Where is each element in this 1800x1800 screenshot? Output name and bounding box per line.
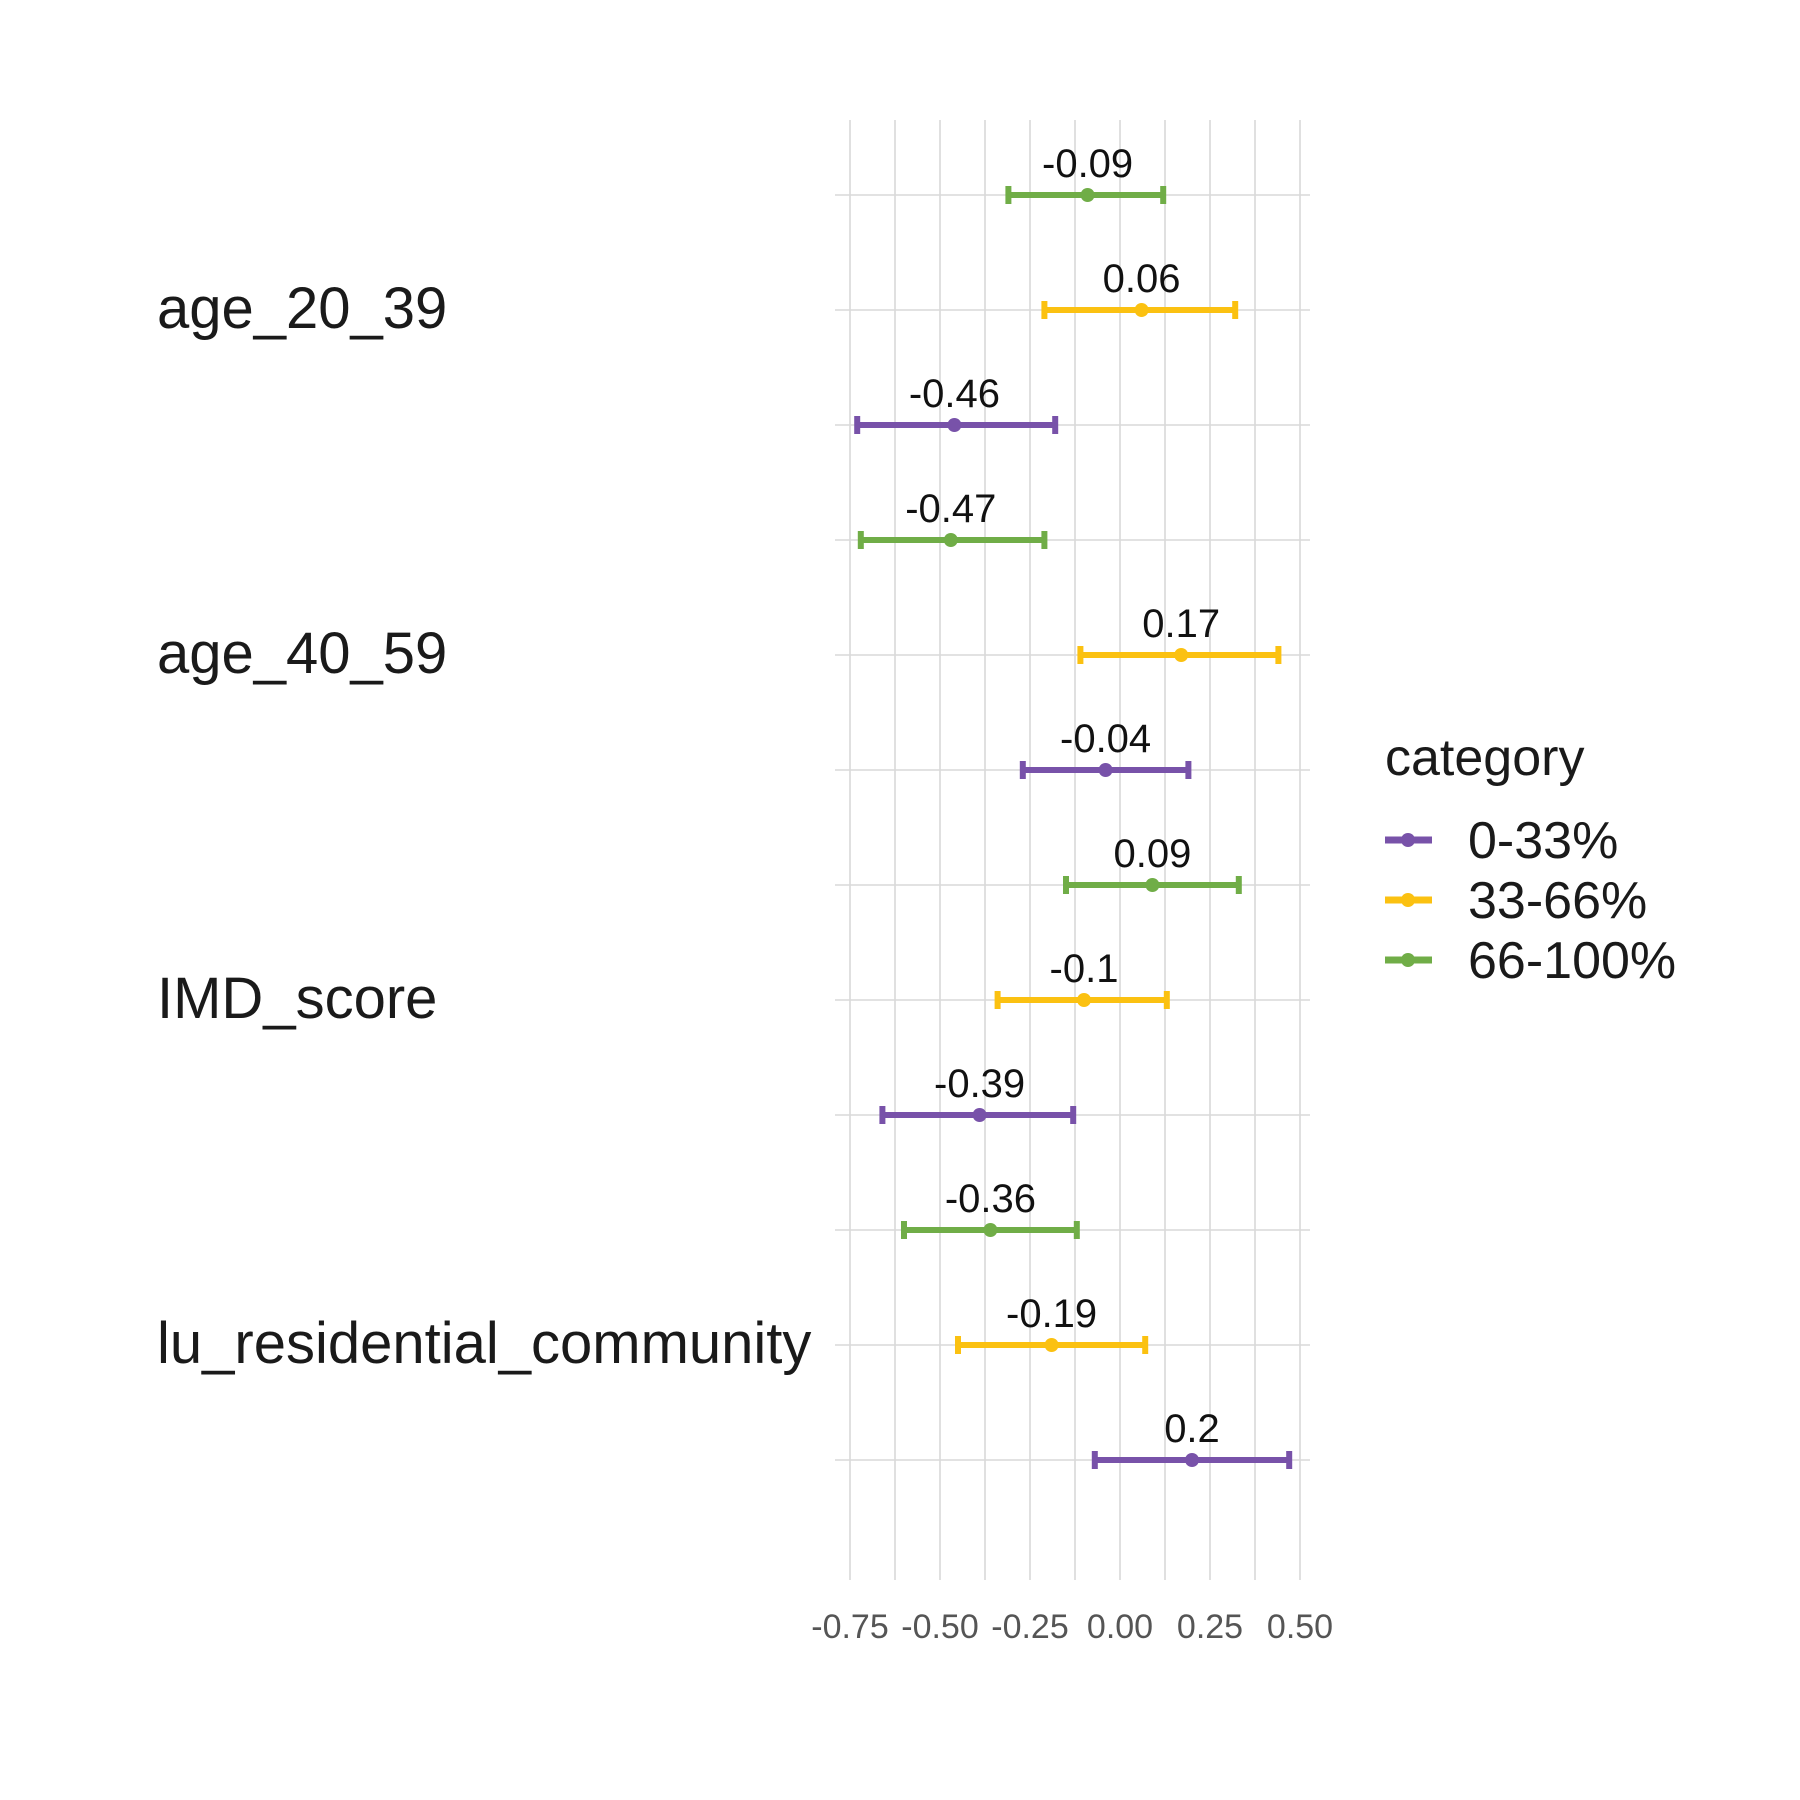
y-category-label: age_40_59 xyxy=(157,621,447,686)
legend-label: 0-33% xyxy=(1468,812,1618,870)
data-label: -0.39 xyxy=(934,1062,1025,1106)
error-bars: -0.09 0.06 -0.46 -0.47 0.17 -0.04 0.09 -0.1 -0.3… xyxy=(857,142,1289,1469)
data-label: 0.17 xyxy=(1142,602,1220,646)
legend-label: 66-100% xyxy=(1468,932,1676,990)
x-tick-label: 0.50 xyxy=(1267,1608,1333,1646)
x-tick-label: -0.25 xyxy=(991,1608,1069,1646)
data-label: -0.1 xyxy=(1050,947,1119,991)
estimate-point xyxy=(983,1223,997,1237)
x-axis-ticks: -0.75 -0.50 -0.25 0.00 0.25 0.50 xyxy=(811,1608,1333,1646)
legend-items: 0-33%33-66%66-100% xyxy=(1385,812,1676,990)
data-label: -0.47 xyxy=(905,487,996,531)
y-category-label: IMD_score xyxy=(157,966,437,1031)
data-label: -0.09 xyxy=(1042,142,1133,186)
estimate-point xyxy=(944,533,958,547)
category-labels: age_20_39 age_40_59 IMD_score lu_residentia… xyxy=(157,276,811,1376)
estimate-point xyxy=(1174,648,1188,662)
data-label: -0.04 xyxy=(1060,717,1151,761)
legend-title: category xyxy=(1385,729,1584,787)
legend-label: 33-66% xyxy=(1468,872,1647,930)
estimate-point xyxy=(1045,1338,1059,1352)
estimate-point xyxy=(1081,188,1095,202)
y-category-label: age_20_39 xyxy=(157,276,447,341)
x-tick-label: 0.00 xyxy=(1087,1608,1153,1646)
data-label: 0.09 xyxy=(1113,832,1191,876)
estimate-point xyxy=(1099,763,1113,777)
legend-key-point xyxy=(1401,833,1415,847)
legend: category 0-33%33-66%66-100% xyxy=(1385,729,1676,990)
x-tick-label: 0.25 xyxy=(1177,1608,1243,1646)
estimate-point xyxy=(947,418,961,432)
estimate-point xyxy=(1135,303,1149,317)
data-label: -0.46 xyxy=(909,372,1000,416)
x-tick-label: -0.50 xyxy=(901,1608,979,1646)
estimate-point xyxy=(1185,1453,1199,1467)
estimate-point xyxy=(1145,878,1159,892)
estimate-point xyxy=(973,1108,987,1122)
data-label: -0.19 xyxy=(1006,1292,1097,1336)
data-label: 0.2 xyxy=(1164,1407,1220,1451)
data-label: -0.36 xyxy=(945,1177,1036,1221)
estimate-point xyxy=(1077,993,1091,1007)
y-category-label: lu_residential_community xyxy=(157,1311,811,1376)
legend-key-point xyxy=(1401,893,1415,907)
legend-key-point xyxy=(1401,953,1415,967)
data-label: 0.06 xyxy=(1103,257,1181,301)
grid xyxy=(835,120,1310,1580)
x-tick-label: -0.75 xyxy=(811,1608,889,1646)
